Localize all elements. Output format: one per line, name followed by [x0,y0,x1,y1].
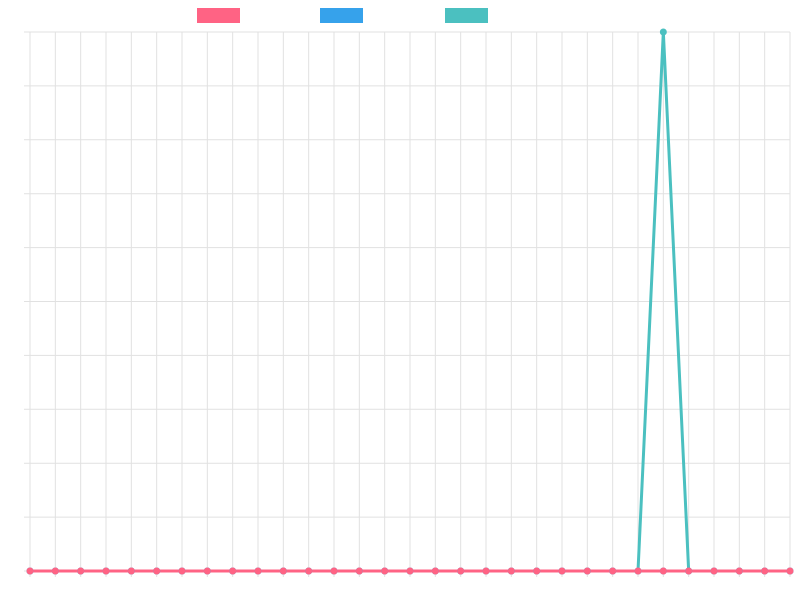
data-point [634,567,642,575]
data-point [659,567,667,575]
data-point [203,567,211,575]
data-point [229,567,237,575]
legend-swatch [197,8,240,23]
data-point [279,567,287,575]
data-point [710,567,718,575]
data-point [254,567,262,575]
data-point [127,567,135,575]
data-point [482,567,490,575]
chart-series-points [26,28,794,575]
data-point [26,567,34,575]
data-point [685,567,693,575]
legend-swatch [445,8,488,23]
legend-swatch [320,8,363,23]
data-point [735,567,743,575]
data-point [457,567,465,575]
data-point [355,567,363,575]
data-point [761,567,769,575]
data-point [381,567,389,575]
chart-legend [197,8,488,23]
data-point [431,567,439,575]
data-point [51,567,59,575]
data-point [305,567,313,575]
data-point [786,567,794,575]
data-point [153,567,161,575]
data-point [77,567,85,575]
data-point [330,567,338,575]
data-point [609,567,617,575]
data-point [533,567,541,575]
data-point [102,567,110,575]
data-point [659,28,667,36]
data-point [558,567,566,575]
data-point [507,567,515,575]
data-point [406,567,414,575]
data-point [583,567,591,575]
data-point [178,567,186,575]
chart-grid [24,31,791,577]
